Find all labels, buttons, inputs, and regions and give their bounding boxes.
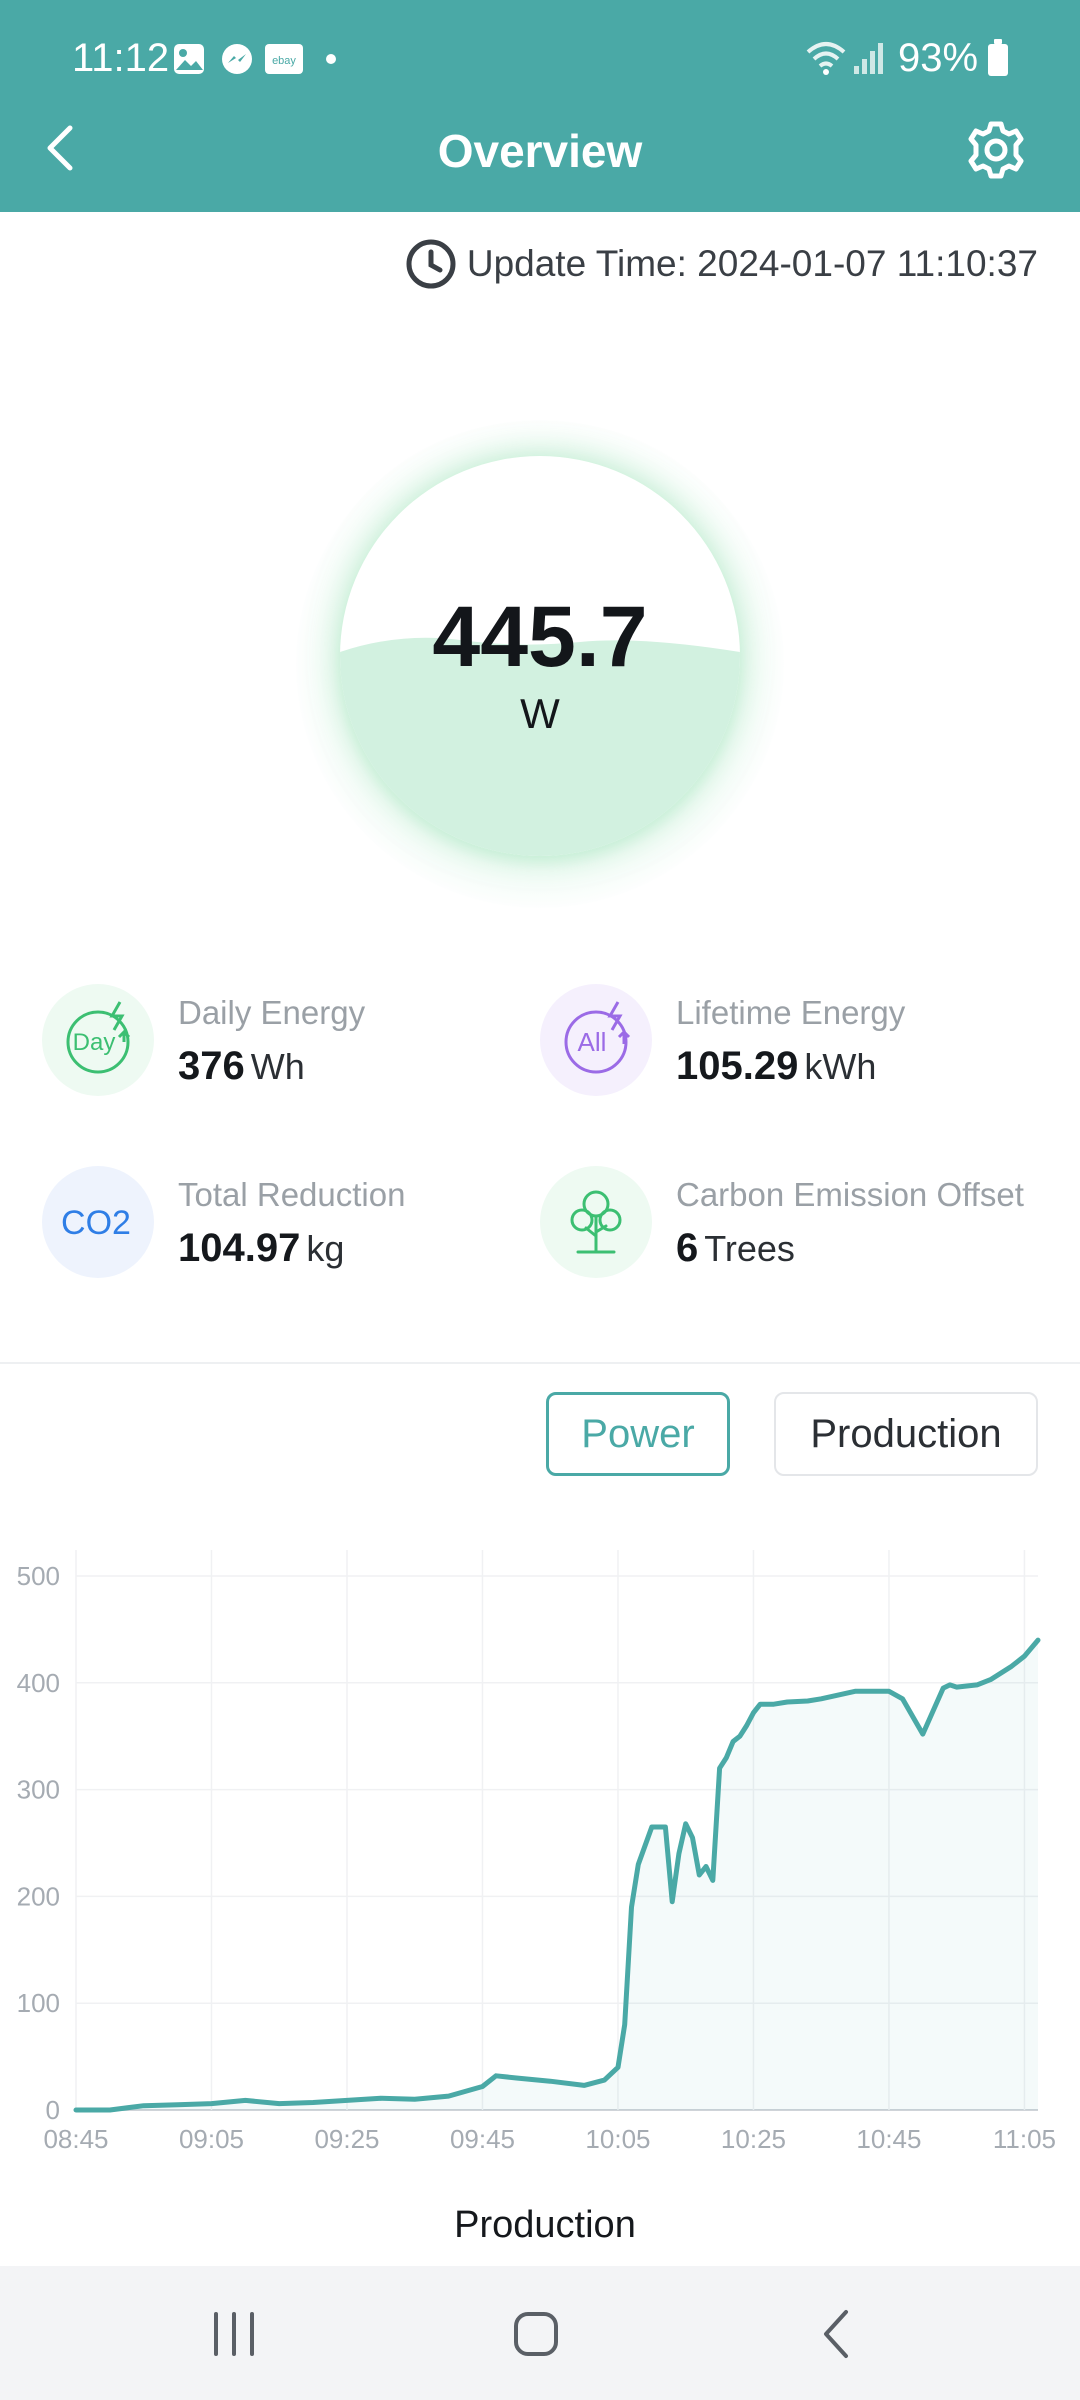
section-divider [0,1362,1080,1364]
lifetime-energy-value: 105.29 kWh [676,1044,877,1088]
y-tick-label: 0 [46,2095,60,2125]
x-tick-label: 09:05 [179,2124,244,2154]
daily-energy-stat: Day Daily Energy 376 Wh [42,984,522,1104]
x-tick-label: 10:25 [721,2124,786,2154]
x-tick-label: 11:05 [993,2124,1056,2154]
carbon-offset-label: Carbon Emission Offset [676,1176,1024,1213]
update-time-row: Update Time: 2024-01-07 11:10:37 [405,238,1038,290]
current-power-value: 445.7 [432,589,648,685]
total-reduction-stat: CO2 Total Reduction 104.97 kg [42,1166,522,1286]
wifi-icon [806,42,846,75]
lifetime-energy-stat: All Lifetime Energy 105.29 kWh [540,984,1020,1104]
co2-icon: CO2 [42,1166,154,1278]
y-tick-label: 400 [17,1668,60,1698]
gallery-icon [174,44,204,74]
back-icon[interactable] [34,118,94,178]
ebay-icon: ebay [265,44,303,74]
chart-title: Production [454,2204,636,2246]
carbon-offset-value: 6 Trees [676,1226,795,1270]
status-time: 11:12 [72,36,170,80]
page-title: Overview [437,125,643,177]
home-icon[interactable] [496,2294,576,2374]
power-gauge [340,456,740,856]
daily-energy-value: 376 Wh [178,1044,305,1088]
battery-percentage: 93% [898,36,979,80]
total-reduction-value: 104.97 kg [178,1226,345,1270]
status-bar: 11:12 ebay 93% [0,0,1080,120]
app-header-bar [0,0,1080,212]
clock-icon [406,239,456,289]
x-tick-label: 09:45 [450,2124,515,2154]
x-tick-label: 10:05 [585,2124,650,2154]
daily-energy-label: Daily Energy [178,994,366,1031]
series-area [76,1640,1038,2110]
tree-icon [540,1166,652,1278]
power-chart: 0 100 200 300 400 500 08:45 09:05 09:25 09:45 10:0… [17,1550,1056,2154]
series-line [73,1637,1041,2113]
gauge-wave [340,637,740,856]
lifetime-energy-label: Lifetime Energy [676,994,906,1031]
update-time-text: Update Time: 2024-01-07 11:10:37 [466,243,1038,284]
recent-apps-icon[interactable] [194,2294,274,2374]
current-power-unit: W [520,690,560,737]
power-tab-button[interactable]: Power [546,1392,730,1476]
system-nav-bar [0,2266,1080,2400]
notification-dot [326,54,336,64]
total-reduction-label: Total Reduction [178,1176,406,1213]
svg-text:Day: Day [73,1029,116,1056]
lifetime-energy-icon: All [540,984,652,1096]
day-energy-icon: Day [42,984,154,1096]
svg-text:CO2: CO2 [61,1204,131,1242]
production-tab-button[interactable]: Production [774,1392,1038,1476]
x-tick-label: 09:25 [314,2124,379,2154]
svg-text:ebay: ebay [272,55,296,67]
y-tick-label: 500 [17,1561,60,1591]
x-tick-label: 08:45 [43,2124,108,2154]
y-tick-label: 300 [17,1775,60,1805]
signal-icon [854,43,883,74]
carbon-offset-stat: Carbon Emission Offset 6 Trees [540,1166,1024,1286]
x-tick-label: 10:45 [856,2124,921,2154]
gear-icon[interactable] [964,118,1028,182]
back-nav-icon[interactable] [798,2294,878,2374]
y-tick-label: 100 [17,1988,60,2018]
svg-text:All: All [578,1027,607,1057]
y-tick-label: 200 [17,1881,60,1911]
battery-icon [988,39,1008,76]
messenger-icon [222,44,252,74]
